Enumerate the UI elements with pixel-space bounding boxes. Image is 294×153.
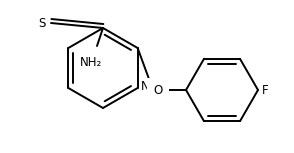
Text: O: O — [153, 84, 163, 97]
Text: NH₂: NH₂ — [80, 56, 102, 69]
Text: N: N — [141, 80, 149, 93]
Text: S: S — [39, 17, 46, 30]
Text: F: F — [262, 84, 269, 97]
